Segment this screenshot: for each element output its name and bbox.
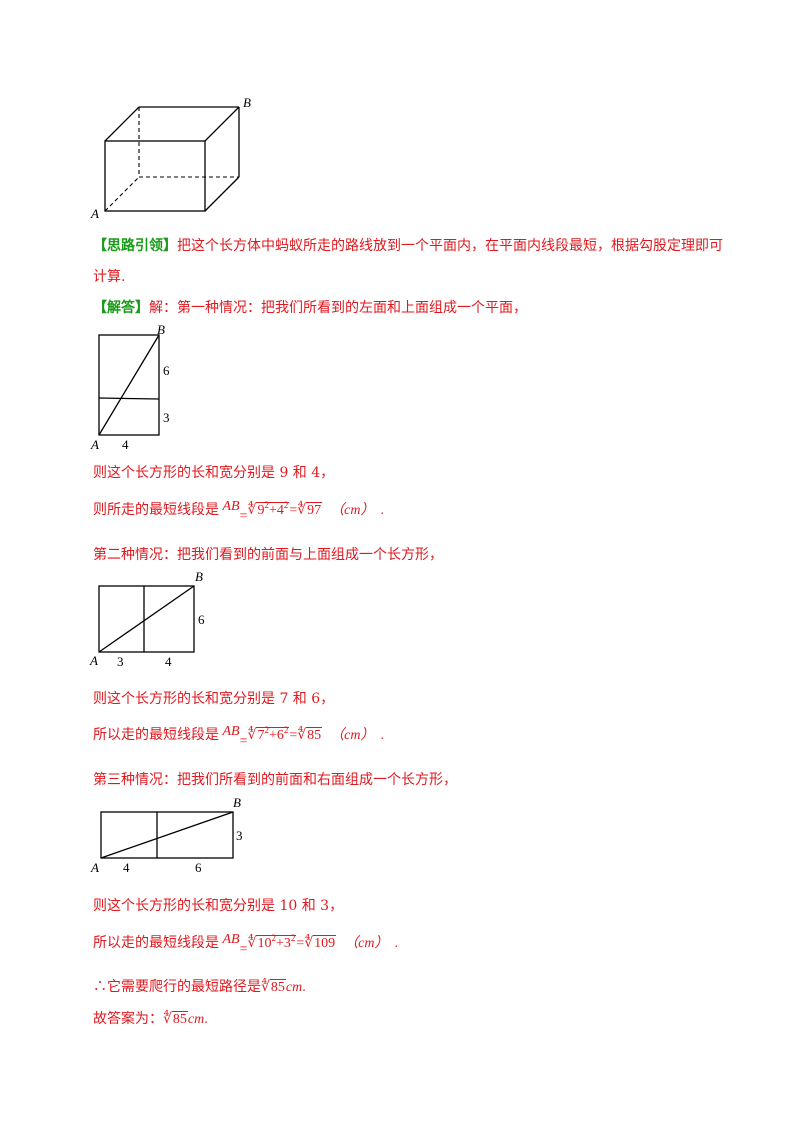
fig2-dim-right: 6 bbox=[198, 612, 205, 627]
case3-eq2: = bbox=[296, 936, 305, 951]
case3-eq: = bbox=[239, 942, 248, 957]
hint-text-2: 计算. bbox=[93, 269, 126, 285]
case3-unit: （cm） bbox=[344, 936, 389, 951]
case1-formula: 则所走的最短线段是 AB=∜92+42=∜97 （cm）. bbox=[93, 497, 384, 527]
case2-unit: （cm） bbox=[330, 728, 375, 743]
figure-1: A B 4 6 3 bbox=[90, 322, 170, 452]
case1-ab: AB bbox=[222, 499, 240, 514]
figure-2: A B 3 4 6 bbox=[89, 569, 205, 668]
cuboid-label-a: A bbox=[90, 206, 99, 221]
case1-radical-icon-2: ∜ bbox=[297, 503, 307, 518]
solution-intro: 【解答】解：第一种情况：把我们所看到的左面和上面组成一个平面， bbox=[93, 298, 527, 318]
fig1-label-a: A bbox=[90, 437, 99, 452]
case2-end: . bbox=[380, 728, 385, 743]
cuboid-label-b: B bbox=[243, 95, 251, 110]
fig2-dim-bottom-right: 4 bbox=[165, 654, 172, 668]
case1-eq: = bbox=[239, 509, 248, 524]
answer: 故答案为：∜85cm. bbox=[93, 1010, 208, 1030]
case1-result: 97 bbox=[306, 502, 323, 518]
case2-prefix: 所以走的最短线段是 bbox=[93, 728, 223, 743]
conclusion-prefix: ∴它需要爬行的最短路径是 bbox=[93, 980, 261, 995]
fig1-dim-bottom: 4 bbox=[122, 437, 129, 452]
case2-formula: 所以走的最短线段是 AB=∜72+62=∜85 （cm）. bbox=[93, 722, 384, 752]
hint-line-1: 【思路引领】把这个长方体中蚂蚁所走的路线放到一个平面内，在平面内线段最短，根据勾… bbox=[93, 236, 723, 256]
fig3-dim-right: 3 bbox=[236, 828, 243, 843]
fig3-label-b: B bbox=[233, 795, 241, 810]
case2-eq: = bbox=[239, 734, 248, 749]
case3-prefix: 所以走的最短线段是 bbox=[93, 936, 223, 951]
solution-intro-text: 解：第一种情况：把我们所看到的左面和上面组成一个平面， bbox=[149, 300, 527, 316]
fig2-dim-bottom-left: 3 bbox=[117, 654, 124, 668]
figure-3: A B 4 6 3 bbox=[90, 795, 243, 875]
answer-radical-icon: ∜ bbox=[163, 1012, 172, 1027]
fig1-dim-right-bottom: 3 bbox=[163, 410, 170, 425]
answer-end: . bbox=[204, 1012, 208, 1027]
case3-formula: 所以走的最短线段是 AB=∜102+32=∜109 （cm）. bbox=[93, 930, 398, 960]
case2-result: 85 bbox=[306, 727, 323, 743]
cuboid-figure: A B bbox=[90, 95, 251, 221]
hint-text: 把这个长方体中蚂蚁所走的路线放到一个平面内，在平面内线段最短，根据勾股定理即可 bbox=[177, 238, 723, 254]
case1-radical-icon: ∜ bbox=[247, 503, 257, 518]
case1-radicand: 92+42 bbox=[256, 500, 290, 518]
fig1-dim-right-top: 6 bbox=[163, 363, 170, 378]
fig2-label-a: A bbox=[89, 653, 98, 668]
conclusion-unit: cm bbox=[285, 980, 303, 995]
conclusion-radical-icon: ∜ bbox=[261, 980, 270, 995]
case1-dims: 则这个长方形的长和宽分别是 9 和 4， bbox=[93, 465, 335, 481]
case3-intro: 第三种情况：把我们所看到的前面和右面组成一个长方形， bbox=[93, 772, 457, 788]
hint-tag: 【思路引领】 bbox=[93, 238, 177, 254]
case1-eq2: = bbox=[289, 503, 298, 518]
case3-radicand: 102+32 bbox=[256, 933, 297, 951]
case3-result: 109 bbox=[313, 935, 337, 951]
case1-prefix: 则所走的最短线段是 bbox=[93, 503, 223, 518]
case2-dims: 则这个长方形的长和宽分别是 7 和 6， bbox=[93, 691, 335, 707]
fig3-dim-bottom-left: 4 bbox=[123, 860, 130, 875]
case1-end: . bbox=[380, 503, 385, 518]
conclusion-end: . bbox=[302, 980, 306, 995]
solution-tag: 【解答】 bbox=[93, 300, 149, 316]
case2-radicand: 72+62 bbox=[256, 725, 290, 743]
hint-line-2: 计算. bbox=[93, 267, 125, 287]
case1-unit: （cm） bbox=[330, 503, 375, 518]
conclusion-value: 85 bbox=[269, 979, 286, 995]
fig1-label-b: B bbox=[157, 322, 165, 337]
case3-end: . bbox=[394, 936, 399, 951]
fig3-label-a: A bbox=[90, 860, 99, 875]
answer-value: 85 bbox=[171, 1011, 188, 1027]
case2-ab: AB bbox=[222, 724, 240, 739]
case2-radical-icon: ∜ bbox=[247, 728, 257, 743]
case2-radical-icon-2: ∜ bbox=[297, 728, 307, 743]
answer-unit: cm bbox=[187, 1012, 205, 1027]
conclusion: ∴它需要爬行的最短路径是∜85cm. bbox=[93, 978, 306, 998]
fig2-label-b: B bbox=[195, 569, 203, 584]
fig3-dim-bottom-right: 6 bbox=[195, 860, 202, 875]
case3-radical-icon-2: ∜ bbox=[304, 936, 314, 951]
case3-dims: 则这个长方形的长和宽分别是 10 和 3， bbox=[93, 898, 344, 914]
case2-intro: 第二种情况：把我们看到的前面与上面组成一个长方形， bbox=[93, 547, 443, 563]
case3-ab: AB bbox=[222, 932, 240, 947]
answer-prefix: 故答案为： bbox=[93, 1012, 163, 1027]
case2-eq2: = bbox=[289, 728, 298, 743]
case3-radical-icon: ∜ bbox=[247, 936, 257, 951]
